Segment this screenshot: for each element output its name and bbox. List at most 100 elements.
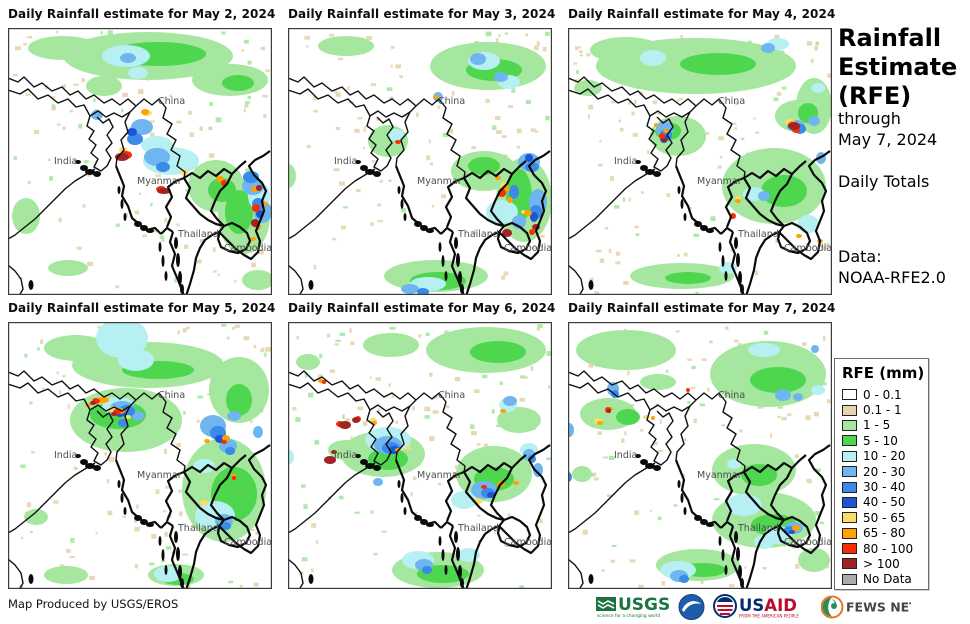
svg-text:India: India: [614, 156, 637, 167]
svg-text:Cambodia: Cambodia: [784, 537, 832, 548]
rainfall-map: India China Myanmar Thailand Cambodia: [8, 28, 272, 295]
rainfall-cells: [568, 330, 830, 583]
legend-row: 30 - 40: [842, 479, 928, 494]
map-panel-title: Daily Rainfall estimate for May 7, 2024: [568, 301, 836, 315]
svg-text:Thailand: Thailand: [737, 523, 779, 534]
legend-swatch: [842, 389, 857, 401]
country-labels: India China Myanmar Thailand Cambodia: [54, 96, 272, 254]
country-labels: India China Myanmar Thailand Cambodia: [614, 390, 832, 548]
date-range: through May 7, 2024: [838, 108, 937, 150]
data-source-name: NOAA-RFE2.0: [838, 268, 946, 287]
usgs-logo-text: USGS: [618, 595, 670, 615]
legend-swatch: [842, 496, 857, 508]
legend-row: 5 - 10: [842, 433, 928, 448]
svg-text:China: China: [438, 96, 465, 107]
svg-text:Myanmar: Myanmar: [697, 176, 742, 187]
map-panel-title: Daily Rainfall estimate for May 6, 2024: [288, 301, 556, 315]
country-borders: [568, 370, 831, 589]
legend-swatch: [842, 512, 857, 524]
footer-logos: USGS science for a changing world USAID …: [596, 592, 911, 622]
sidebar: Rainfall Estimate (RFE) through May 7, 2…: [838, 24, 968, 287]
usaid-tagline: FROM THE AMERICAN PEOPLE: [739, 614, 799, 619]
svg-text:India: India: [614, 450, 637, 461]
rainfall-map: India China Myanmar Thailand Cambodia: [568, 28, 832, 295]
legend-swatch: [842, 573, 857, 585]
legend-label: No Data: [863, 572, 912, 587]
page-title-line2: Estimate: [838, 53, 958, 81]
legend-swatch: [842, 435, 857, 447]
rainfall-map: India China Myanmar Thailand Cambodia: [568, 322, 832, 589]
data-label: Data:: [838, 247, 882, 266]
svg-text:Thailand: Thailand: [457, 229, 499, 240]
map-panel-canvas: India China Myanmar Thailand Cambodia: [568, 322, 832, 589]
legend-row: 0 - 0.1: [842, 387, 928, 402]
legend-row: 40 - 50: [842, 495, 928, 510]
rainfall-map: India China Myanmar Thailand Cambodia: [8, 322, 272, 589]
legend-row: 50 - 65: [842, 510, 928, 525]
svg-text:China: China: [158, 96, 185, 107]
legend-row: 80 - 100: [842, 541, 928, 556]
country-borders: [8, 370, 271, 589]
legend-swatch: [842, 466, 857, 478]
map-panel-title: Daily Rainfall estimate for May 3, 2024: [288, 7, 556, 21]
page-title-line1: Rainfall: [838, 24, 942, 52]
svg-text:India: India: [334, 450, 357, 461]
rainfall-cells: [288, 327, 546, 588]
country-labels: India China Myanmar Thailand Cambodia: [334, 96, 552, 254]
map-panel-title: Daily Rainfall estimate for May 2, 2024: [8, 7, 276, 21]
map-panel-canvas: India China Myanmar Thailand Cambodia: [288, 322, 552, 589]
legend-swatch: [842, 450, 857, 462]
legend-swatch: [842, 543, 857, 555]
legend-row: 20 - 30: [842, 464, 928, 479]
svg-text:Thailand: Thailand: [177, 523, 219, 534]
svg-text:Myanmar: Myanmar: [697, 470, 742, 481]
map-panel-title: Daily Rainfall estimate for May 5, 2024: [8, 301, 276, 315]
legend-label: 0.1 - 1: [863, 403, 902, 418]
legend-row: 0.1 - 1: [842, 402, 928, 417]
map-panel-title: Daily Rainfall estimate for May 4, 2024: [568, 7, 836, 21]
country-borders: [568, 76, 831, 295]
country-labels: India China Myanmar Thailand Cambodia: [54, 390, 272, 548]
legend-label: 80 - 100: [863, 541, 914, 556]
country-borders: [288, 370, 551, 589]
map-panel-canvas: India China Myanmar Thailand Cambodia: [8, 28, 272, 295]
legend-title: RFE (mm): [842, 364, 925, 382]
svg-text:India: India: [54, 450, 77, 461]
svg-text:India: India: [54, 156, 77, 167]
fewsnet-logo: FEWS NET: [821, 595, 911, 619]
usgs-logo: USGS science for a changing world: [596, 595, 670, 619]
svg-text:Cambodia: Cambodia: [784, 243, 832, 254]
legend-label: 5 - 10: [863, 433, 898, 448]
svg-text:Cambodia: Cambodia: [504, 537, 552, 548]
svg-text:China: China: [718, 390, 745, 401]
svg-text:Cambodia: Cambodia: [224, 537, 272, 548]
svg-text:Myanmar: Myanmar: [417, 470, 462, 481]
legend-row: 10 - 20: [842, 449, 928, 464]
country-borders: [8, 76, 271, 295]
legend-label: 30 - 40: [863, 480, 906, 495]
legend-label: > 100: [863, 556, 900, 571]
through-label: through: [838, 109, 901, 128]
legend-label: 0 - 0.1: [863, 387, 902, 402]
legend-swatch: [842, 404, 857, 416]
svg-text:Cambodia: Cambodia: [504, 243, 552, 254]
svg-text:Thailand: Thailand: [177, 229, 219, 240]
page-title-line3: (RFE): [838, 82, 912, 110]
legend-label: 40 - 50: [863, 495, 906, 510]
legend-row: 1 - 5: [842, 418, 928, 433]
rainfall-map: India China Myanmar Thailand Cambodia: [288, 28, 552, 295]
noaa-logo: [678, 594, 705, 620]
legend-row: > 100: [842, 556, 928, 571]
svg-text:China: China: [158, 390, 185, 401]
svg-text:Myanmar: Myanmar: [137, 176, 182, 187]
map-panel-canvas: India China Myanmar Thailand Cambodia: [288, 28, 552, 295]
noaa-gull-icon: [682, 601, 701, 612]
svg-text:Thailand: Thailand: [737, 229, 779, 240]
svg-text:Cambodia: Cambodia: [224, 243, 272, 254]
usaid-logo-text: USAID: [739, 596, 797, 615]
page-title: Rainfall Estimate (RFE): [838, 24, 968, 111]
svg-text:China: China: [438, 390, 465, 401]
